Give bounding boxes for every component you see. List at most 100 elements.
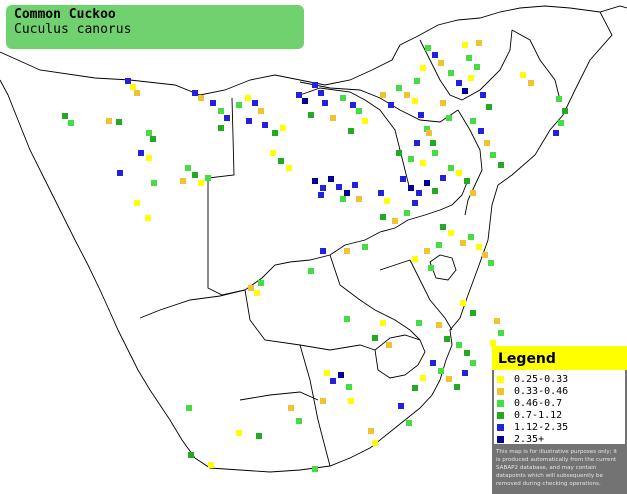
record-cell [312, 466, 318, 472]
record-cell [426, 130, 432, 136]
record-cell [424, 248, 430, 254]
record-cell [278, 158, 284, 164]
record-cell [218, 108, 224, 114]
record-cell [494, 318, 500, 324]
record-cell [296, 92, 302, 98]
record-cell [106, 118, 112, 124]
record-cell [486, 104, 492, 110]
legend-label: 0.46-0.7 [514, 398, 563, 409]
record-cell [440, 224, 446, 230]
record-cell [456, 80, 462, 86]
record-cell [248, 285, 254, 291]
record-cell [420, 375, 426, 381]
record-cell [430, 360, 436, 366]
record-cell [528, 80, 534, 86]
record-cell [416, 320, 422, 326]
record-cell [205, 175, 211, 181]
record-cell [302, 98, 308, 104]
record-cell [380, 92, 386, 98]
record-cell [480, 92, 486, 98]
record-cell [320, 248, 326, 254]
record-cell [338, 372, 344, 378]
record-cell [218, 125, 224, 131]
record-cell [408, 185, 414, 191]
record-cell [432, 150, 438, 156]
title-area: Common Cuckoo Cuculus canorus [6, 5, 304, 49]
record-cell [186, 405, 192, 411]
record-cell [562, 108, 568, 114]
legend-title: Legend [498, 351, 556, 367]
record-cell [462, 88, 468, 94]
record-cell [436, 242, 442, 248]
record-cell [192, 90, 198, 96]
legend-disclaimer: This map is for illustrative purposes on… [496, 449, 618, 487]
record-cell [396, 150, 402, 156]
record-cell [448, 70, 454, 76]
record-cell [424, 126, 430, 132]
record-cell [498, 162, 504, 168]
record-cell [468, 75, 474, 81]
legend-item: 1.12-2.35 [494, 422, 625, 434]
record-cell [428, 265, 434, 271]
record-cell [117, 170, 123, 176]
legend-panel: Legend 0.25-0.33 0.33-0.46 0.46-0.7 0.7-… [492, 346, 627, 494]
record-cell [454, 384, 460, 390]
record-cell [280, 125, 286, 131]
record-cell [456, 342, 462, 348]
record-cell [236, 430, 242, 436]
record-cell [146, 155, 152, 161]
record-cell [414, 140, 420, 146]
record-cell [262, 122, 268, 128]
record-cell [380, 320, 386, 326]
record-cell [320, 398, 326, 404]
record-cell [482, 252, 488, 258]
record-cell [484, 140, 490, 146]
record-cell [380, 214, 386, 220]
record-cell [346, 384, 352, 390]
record-cell [488, 260, 494, 266]
record-cell [210, 100, 216, 106]
record-cell [348, 128, 354, 134]
record-cell [388, 102, 394, 108]
record-cell [558, 120, 564, 126]
record-cell [440, 100, 446, 106]
record-cell [396, 85, 402, 91]
record-cell [236, 102, 242, 108]
record-cell [340, 95, 346, 101]
record-cell [296, 418, 302, 424]
record-cell [438, 368, 444, 374]
record-cell [180, 178, 186, 184]
record-cell [362, 244, 368, 250]
record-cell [432, 188, 438, 194]
record-cell [378, 190, 384, 196]
record-cell [425, 45, 431, 51]
record-cell [146, 130, 152, 136]
record-cell [420, 65, 426, 71]
record-cell [312, 178, 318, 184]
record-cell [125, 78, 131, 84]
record-cell [462, 370, 468, 376]
legend-swatch [497, 436, 504, 443]
record-cell [398, 403, 404, 409]
record-cell [318, 192, 324, 198]
record-cell [348, 398, 354, 404]
legend-item: 2.35+ [494, 434, 625, 446]
record-cell [464, 350, 470, 356]
record-cell [412, 98, 418, 104]
record-cell [150, 136, 156, 142]
record-cell [344, 190, 350, 196]
record-cell [474, 64, 480, 70]
record-cell [322, 100, 328, 106]
record-cell [470, 190, 476, 196]
legend-header: Legend [492, 346, 627, 370]
legend-body: 0.25-0.33 0.33-0.46 0.46-0.7 0.7-1.12 1.… [494, 370, 625, 446]
common-name: Common Cuckoo [14, 7, 116, 22]
record-cell [208, 462, 214, 468]
legend-label: 0.7-1.12 [514, 410, 563, 421]
record-cell [444, 336, 450, 342]
record-cell [460, 240, 466, 246]
record-cell [134, 90, 140, 96]
record-cell [456, 170, 462, 176]
legend-item: 0.7-1.12 [494, 410, 625, 422]
